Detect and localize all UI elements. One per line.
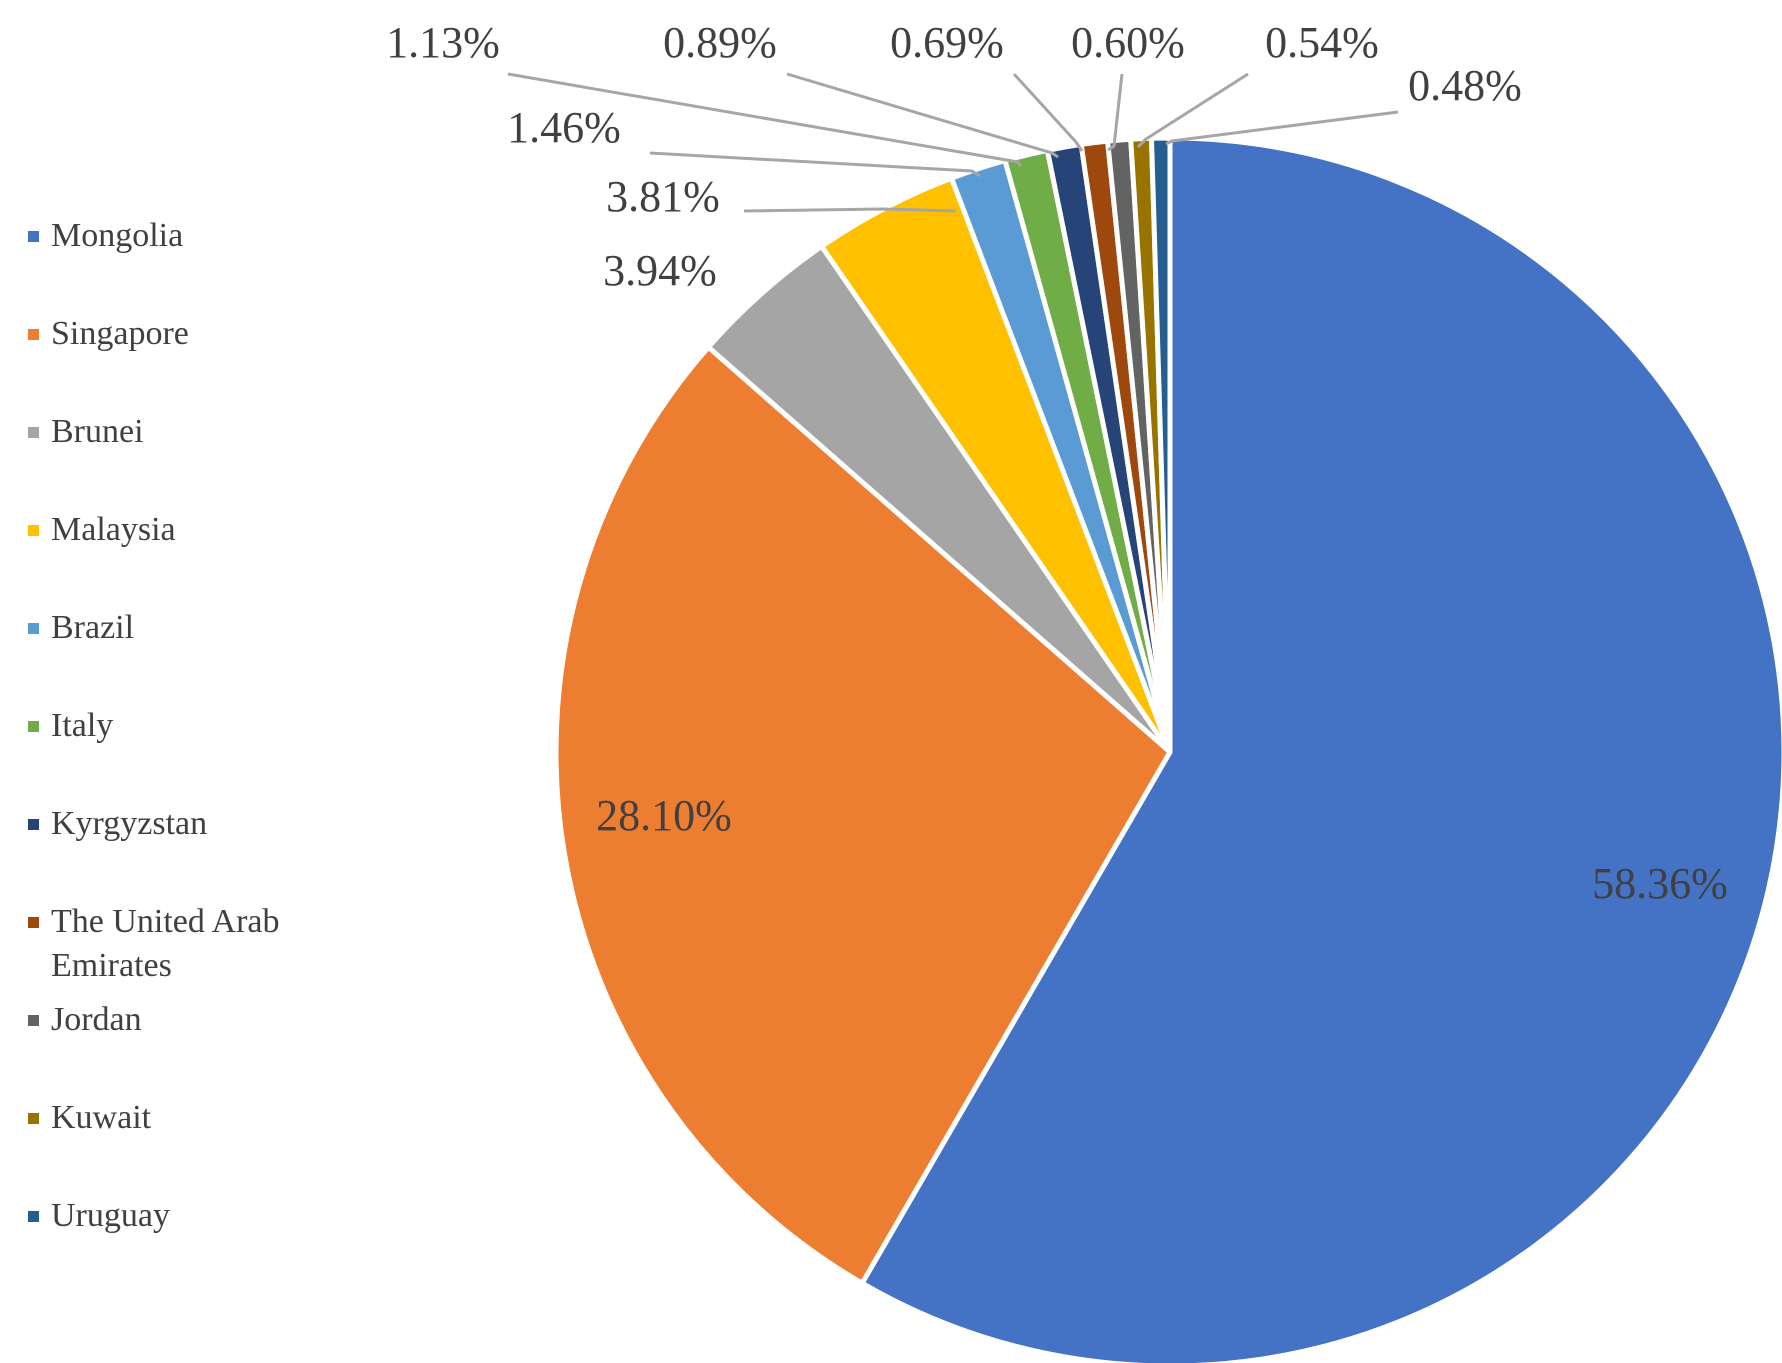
legend-label: Kyrgyzstan — [51, 805, 208, 842]
legend-label: Malaysia — [51, 511, 176, 548]
leader-line-jordan — [1107, 73, 1124, 152]
data-label-jordan: 0.60% — [1071, 18, 1185, 67]
legend-label: Singapore — [51, 315, 189, 352]
leader-line-italy — [507, 72, 1023, 167]
legend-item-malaysia: Malaysia — [28, 508, 348, 606]
data-label-uruguay: 0.48% — [1408, 61, 1522, 110]
leader-line-the-united-arab-emirates — [1012, 72, 1084, 152]
legend-swatch — [28, 721, 39, 732]
legend-item-italy: Italy — [28, 704, 348, 802]
pie-slice-mongolia — [859, 135, 1782, 1363]
legend-swatch — [28, 819, 39, 830]
legend-swatch — [28, 1113, 39, 1124]
legend-label: Jordan — [51, 1001, 142, 1038]
legend-item-kyrgyzstan: Kyrgyzstan — [28, 802, 348, 900]
legend-item-jordan: Jordan — [28, 998, 348, 1096]
legend-item-mongolia: Mongolia — [28, 214, 348, 312]
pie-slice-singapore — [553, 344, 1173, 1286]
leader-line-kuwait — [1136, 72, 1249, 149]
legend-swatch — [28, 231, 39, 242]
leader-lines — [507, 72, 1399, 213]
leader-line-uruguay — [1165, 110, 1399, 146]
leader-line-kyrgyzstan — [786, 72, 1059, 159]
legend-swatch — [28, 1211, 39, 1222]
data-label-singapore: 28.10% — [596, 791, 732, 840]
legend-swatch — [28, 427, 39, 438]
data-label-kuwait: 0.54% — [1265, 18, 1379, 67]
legend-item-brunei: Brunei — [28, 410, 348, 508]
legend-swatch — [28, 917, 39, 928]
data-label-the-united-arab-emirates: 0.69% — [890, 18, 1004, 67]
legend-item-brazil: Brazil — [28, 606, 348, 704]
legend-swatch — [28, 623, 39, 634]
legend-label: Uruguay — [51, 1197, 170, 1234]
legend-swatch — [28, 329, 39, 340]
legend-swatch — [28, 525, 39, 536]
legend-item-the-united-arab-emirates: The United Arab Emirates — [28, 900, 348, 998]
data-label-brazil: 1.46% — [507, 103, 621, 152]
data-labels: 58.36% 28.10% 3.94% 3.81% 1.46%1.13% 0.89% 0.6… — [386, 18, 1728, 908]
legend-item-kuwait: Kuwait — [28, 1096, 348, 1194]
data-label-italy: 1.13% — [386, 18, 500, 67]
leader-line-malaysia — [743, 207, 957, 213]
data-label-mongolia: 58.36% — [1592, 859, 1728, 908]
pie-slice-uruguay — [1148, 135, 1173, 755]
legend-label: Kuwait — [51, 1099, 152, 1136]
legend-label: Italy — [51, 707, 114, 744]
data-label-malaysia: 3.81% — [606, 172, 720, 221]
legend-swatch — [28, 1015, 39, 1026]
leader-line-brazil — [649, 151, 981, 178]
pie-slices — [553, 135, 1782, 1363]
legend-item-uruguay: Uruguay — [28, 1194, 348, 1292]
legend-item-singapore: Singapore — [28, 312, 348, 410]
legend-label: Mongolia — [51, 217, 184, 254]
legend-label: Brazil — [51, 609, 135, 646]
legend: Mongolia Singapore Brunei Malaysia Brazil Ita… — [28, 214, 348, 1292]
legend-label: The United Arab Emirates — [51, 903, 280, 984]
data-label-brunei: 3.94% — [603, 246, 717, 295]
data-label-kyrgyzstan: 0.89% — [663, 18, 777, 67]
legend-label: Brunei — [51, 413, 144, 450]
